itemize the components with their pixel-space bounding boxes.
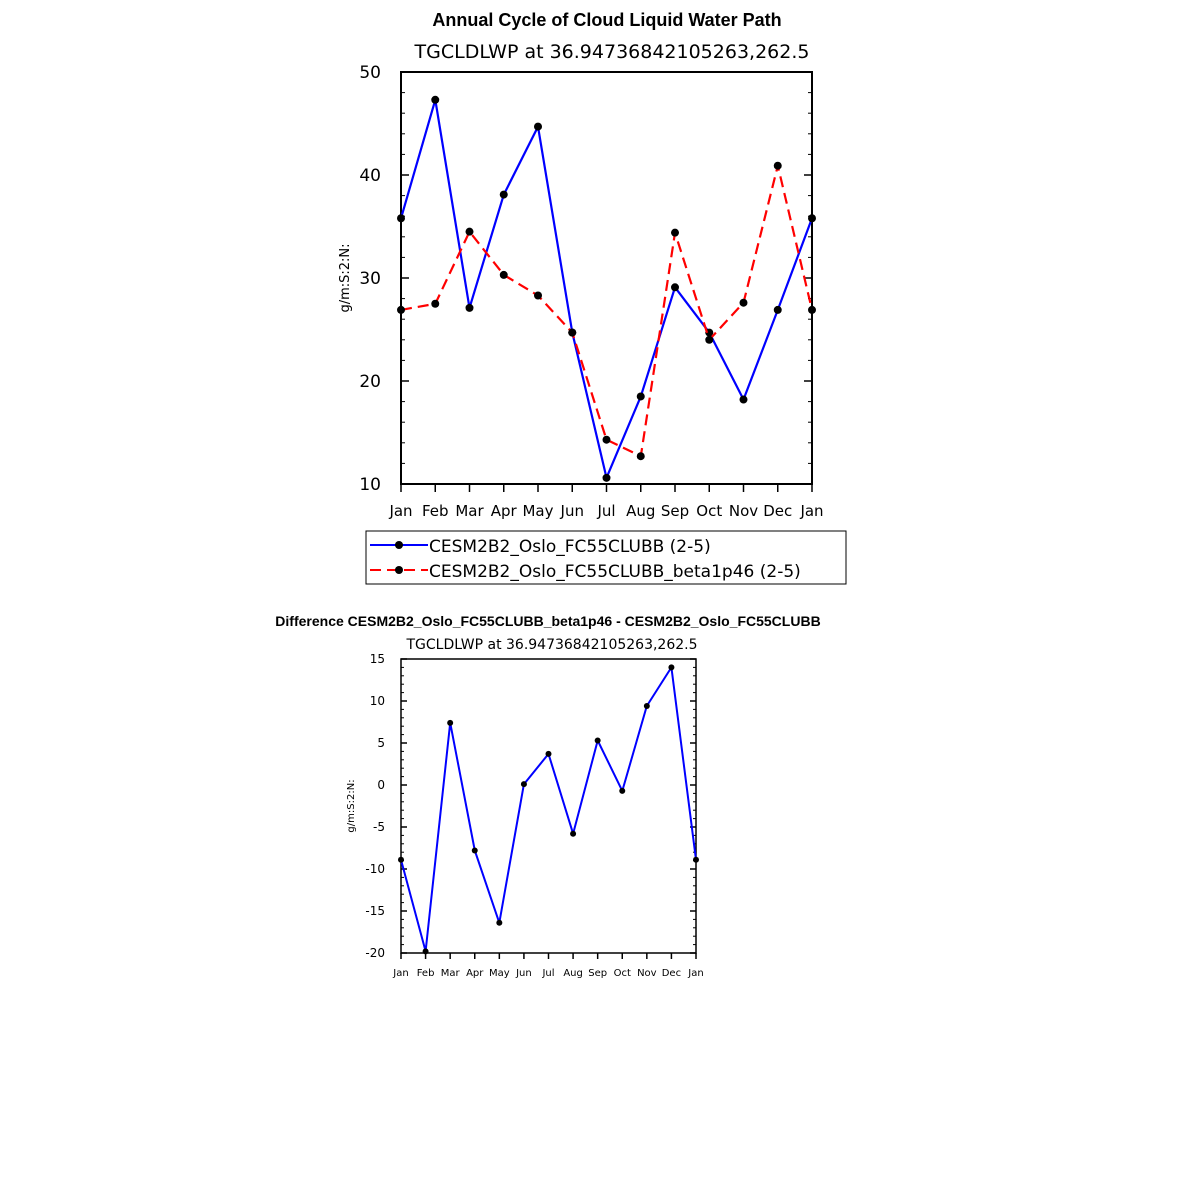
series-1-point: [397, 214, 405, 223]
y-tick-label: 40: [359, 166, 381, 186]
series-1-point: [602, 473, 611, 482]
x-tick-label: Oct: [696, 502, 722, 520]
series-1-point: [398, 856, 404, 863]
chart2-plot: -20 -15 -10 -5 0 5 10 15 Jan Feb Mar Apr May Jun Jul Au…: [365, 652, 703, 979]
series-2-point: [739, 298, 748, 307]
chart1-title: Annual Cycle of Cloud Liquid Water Path: [432, 10, 781, 30]
y-tick-label: -15: [365, 904, 385, 918]
y-tick-label: 5: [377, 736, 385, 750]
series-1-point: [447, 719, 454, 726]
x-tick-label: May: [522, 502, 553, 520]
series-2-point: [602, 435, 611, 444]
y-tick-label: 50: [359, 63, 381, 83]
legend-marker-2: [395, 566, 403, 574]
x-tick-label: Nov: [637, 968, 657, 979]
series-2-point: [499, 270, 508, 279]
x-tick-label: Sep: [661, 502, 689, 520]
legend-label-series-2: CESM2B2_Oslo_FC55CLUBB_beta1p46 (2-5): [429, 562, 801, 582]
x-tick-label: Jul: [541, 968, 554, 979]
series-1-point: [619, 787, 626, 794]
series-line-1: [400, 666, 697, 953]
x-tick-label: Feb: [422, 502, 449, 520]
series-2-point: [636, 452, 645, 461]
series-1-point: [520, 781, 527, 788]
series-1-point: [594, 737, 601, 744]
series-1-point: [471, 847, 478, 854]
series-2-point: [397, 305, 405, 314]
chart1-subtitle: TGCLDLWP at 36.94736842105263,262.5: [414, 41, 810, 63]
x-tick-label: Jan: [687, 968, 703, 979]
x-tick-label: May: [489, 968, 510, 979]
y-tick-label: 0: [377, 778, 385, 792]
y-tick-label: 10: [370, 694, 385, 708]
y-tick-label: -5: [373, 820, 385, 834]
y-tick-label: 20: [359, 372, 381, 392]
x-tick-label: Nov: [729, 502, 758, 520]
legend-label-series-1: CESM2B2_Oslo_FC55CLUBB (2-5): [429, 537, 711, 557]
series-1-point: [643, 703, 650, 710]
legend-marker-1: [395, 541, 403, 549]
y-tick-label: 30: [359, 269, 381, 289]
series-1-point: [570, 830, 577, 837]
series-1-point: [422, 948, 429, 955]
chart1-plot: 10 20 30 40 50 Jan Feb Mar Apr May Jun Jul Aug Sep Oct…: [359, 63, 823, 520]
series-1-point: [671, 283, 679, 292]
series-2-point: [773, 161, 782, 170]
x-tick-label: Jan: [388, 502, 412, 520]
series-1-point: [693, 856, 699, 863]
x-tick-label: Dec: [662, 968, 681, 979]
y-tick-label: 10: [359, 475, 381, 495]
y-tick-label: -20: [365, 946, 385, 960]
series-1-point: [534, 122, 542, 131]
x-tick-label: Sep: [588, 968, 607, 979]
legend-box: [365, 530, 847, 585]
x-tick-label: Mar: [441, 968, 461, 979]
chart2-subtitle: TGCLDLWP at 36.94736842105263,262.5: [405, 637, 697, 653]
x-tick-label: Dec: [763, 502, 792, 520]
series-1-point: [773, 305, 782, 314]
series-2-point: [808, 305, 816, 314]
series-1-point: [545, 750, 552, 757]
series-1-point: [636, 392, 645, 401]
x-tick-label: Jun: [515, 968, 532, 979]
series-line-1: [399, 98, 814, 479]
x-tick-label: Mar: [455, 502, 484, 520]
plot-frame: [400, 658, 697, 954]
x-tick-label: Jul: [596, 502, 615, 520]
series-1-point: [499, 190, 508, 199]
x-tick-label: Jan: [392, 968, 408, 979]
y-tick-label: 15: [370, 652, 385, 666]
chart2-title: Difference CESM2B2_Oslo_FC55CLUBB_beta1p…: [275, 613, 820, 629]
series-line-2: [400, 164, 814, 458]
series-1-point: [431, 95, 440, 104]
x-tick-label: Aug: [563, 968, 583, 979]
series-1-point: [739, 395, 748, 404]
series-2-point: [534, 291, 542, 300]
series-2-point: [705, 335, 714, 344]
series-2-point: [568, 328, 577, 337]
x-tick-label: Aug: [626, 502, 655, 520]
series-2-point: [465, 227, 474, 236]
series-1-point: [808, 214, 816, 223]
series-2-point: [431, 299, 440, 308]
x-tick-label: Jan: [799, 502, 823, 520]
series-1-point: [668, 664, 675, 671]
x-tick-label: Jun: [560, 502, 584, 520]
series-2-point: [671, 228, 679, 237]
series-1-point: [496, 919, 503, 926]
y-tick-label: -10: [365, 862, 385, 876]
chart2-ylabel: g/m:S:2:N:: [346, 779, 357, 832]
x-tick-label: Apr: [491, 502, 518, 520]
chart1-legend: CESM2B2_Oslo_FC55CLUBB (2-5) CESM2B2_Osl…: [365, 530, 847, 585]
x-tick-label: Feb: [417, 968, 435, 979]
x-tick-label: Oct: [614, 968, 631, 979]
chart1-ylabel: g/m:S:2:N:: [338, 243, 353, 312]
series-1-point: [465, 303, 474, 312]
x-tick-label: Apr: [466, 968, 484, 979]
